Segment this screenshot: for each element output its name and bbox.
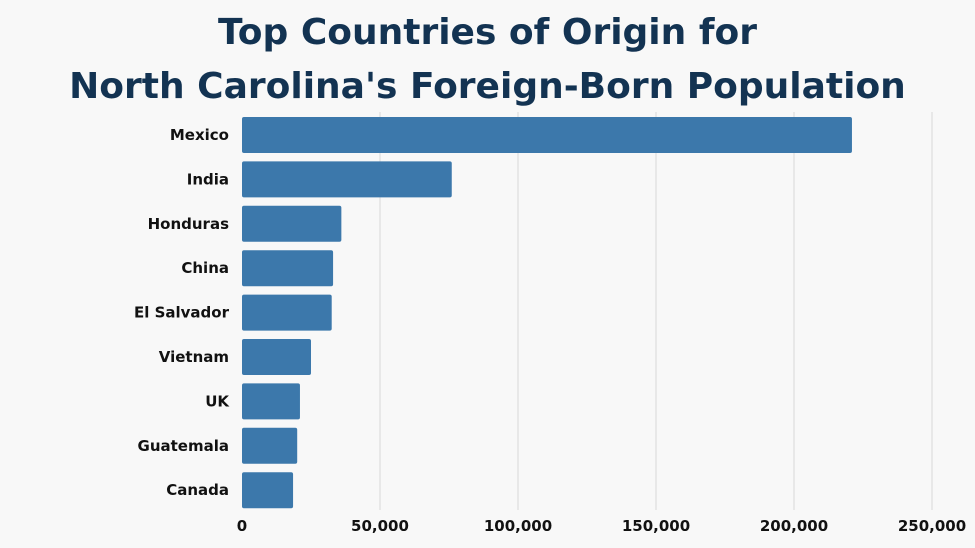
bar-uk xyxy=(242,383,300,420)
x-axis-tick-labels: 0 50,000 100,000 150,000 200,000 250,000 xyxy=(237,517,966,535)
x-tick-label-1: 50,000 xyxy=(351,517,409,535)
chart-title-line-2: North Carolina's Foreign-Born Population xyxy=(69,66,906,107)
bar-honduras xyxy=(242,205,342,242)
x-tick-label-2: 100,000 xyxy=(484,517,552,535)
category-label-canada: Canada xyxy=(166,481,229,499)
bar-guatemala xyxy=(242,427,298,464)
bars xyxy=(242,117,852,509)
gridlines xyxy=(379,112,933,510)
category-label-china: China xyxy=(181,259,229,277)
category-label-mexico: Mexico xyxy=(170,126,229,144)
bar-mexico xyxy=(242,117,852,153)
chart-title-line-1: Top Countries of Origin for xyxy=(218,12,757,53)
x-tick-label-4: 200,000 xyxy=(760,517,828,535)
bar-vietnam xyxy=(242,339,311,375)
category-label-el-salvador: El Salvador xyxy=(134,304,230,322)
category-label-vietnam: Vietnam xyxy=(159,348,229,366)
category-label-uk: UK xyxy=(205,392,230,410)
bar-canada xyxy=(242,472,294,509)
x-tick-label-5: 250,000 xyxy=(898,517,966,535)
category-label-honduras: Honduras xyxy=(148,215,229,233)
category-label-guatemala: Guatemala xyxy=(138,437,229,455)
bar-el-salvador xyxy=(242,294,332,331)
bar-china xyxy=(242,250,334,287)
category-label-india: India xyxy=(187,170,229,188)
x-tick-label-0: 0 xyxy=(237,517,247,535)
bar-india xyxy=(242,161,452,198)
x-tick-label-3: 150,000 xyxy=(622,517,690,535)
category-labels: Mexico India Honduras China El Salvador Vietn… xyxy=(134,126,230,499)
chart-title: Top Countries of Origin for North Caroli… xyxy=(0,6,975,114)
